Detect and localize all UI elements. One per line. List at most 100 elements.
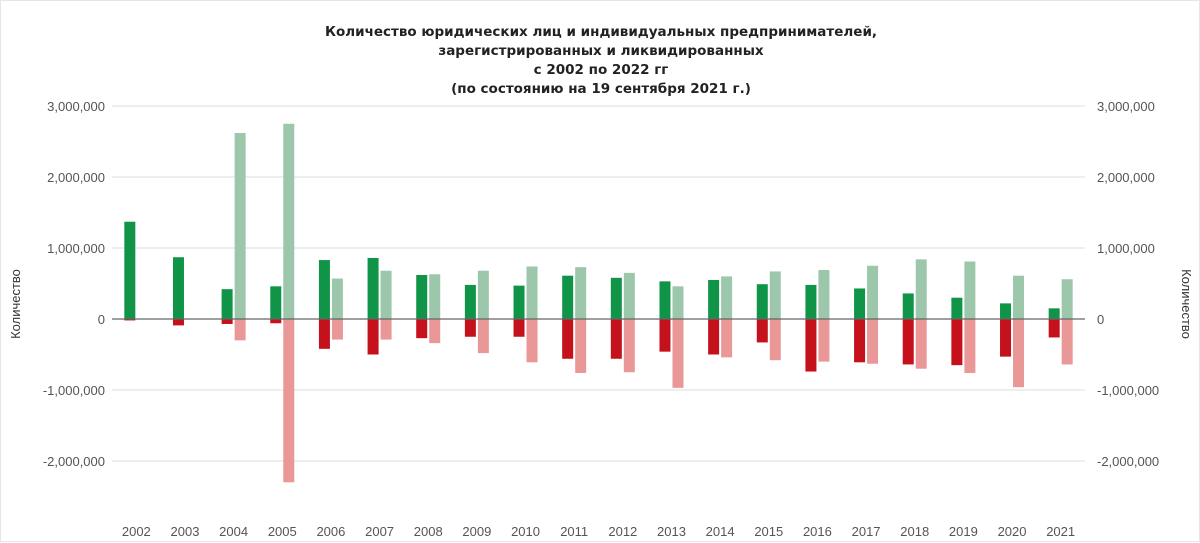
bar-2016-series-1: [805, 284, 817, 319]
bar-2021-series-2: [1048, 319, 1060, 338]
y-tick-label-right: 0: [1097, 312, 1104, 327]
chart-title-line-2: зарегистрированных и ликвидированных: [438, 43, 764, 59]
bar-2006-series-4: [331, 319, 343, 340]
bar-2014-series-1: [708, 279, 720, 319]
bar-2018-series-3: [915, 259, 927, 319]
bar-2010-series-1: [513, 285, 525, 319]
x-tick-label: 2021: [1046, 524, 1075, 539]
y-tick-label-left: 0: [98, 312, 105, 327]
chart-title-line-4: (по состоянию на 19 сентября 2021 г.): [451, 81, 751, 97]
bar-2017-series-4: [867, 319, 879, 364]
bar-2011-series-3: [575, 267, 587, 319]
y-tick-label-left: 1,000,000: [47, 241, 105, 256]
bar-2009-series-4: [477, 319, 489, 354]
bar-2016-series-2: [805, 319, 817, 372]
bar-2019-series-2: [951, 319, 963, 366]
y-axis-label-left: Количество: [8, 269, 23, 339]
bar-2013-series-2: [659, 319, 671, 352]
bar-2009-series-1: [464, 284, 476, 319]
bar-2005-series-2: [270, 319, 282, 324]
bar-2020-series-1: [1000, 303, 1012, 319]
y-tick-label-right: 2,000,000: [1097, 170, 1155, 185]
bar-2005-series-1: [270, 286, 282, 319]
bar-2019-series-3: [964, 261, 976, 319]
x-tick-label: 2013: [657, 524, 686, 539]
bar-2010-series-3: [526, 266, 538, 319]
chart-title-line-1: Количество юридических лиц и индивидуаль…: [324, 24, 878, 40]
x-tick-label: 2009: [462, 524, 491, 539]
bar-2009-series-3: [477, 270, 489, 319]
bar-2017-series-2: [854, 319, 866, 363]
bar-2012-series-4: [623, 319, 635, 373]
bar-2008-series-1: [416, 274, 428, 319]
y-axis-label-right: Количество: [1179, 269, 1194, 339]
x-tick-label: 2005: [268, 524, 297, 539]
bar-2012-series-1: [610, 277, 622, 319]
bar-2007-series-4: [380, 319, 392, 340]
x-tick-label: 2020: [998, 524, 1027, 539]
bar-2018-series-1: [902, 293, 914, 319]
bar-2003-series-2: [172, 319, 184, 326]
bar-2004-series-2: [221, 319, 233, 324]
bar-2007-series-2: [367, 319, 379, 355]
bar-2014-series-2: [708, 319, 720, 355]
bar-2016-series-3: [818, 270, 830, 319]
bar-2006-series-2: [318, 319, 330, 349]
bar-2011-series-1: [562, 275, 574, 319]
bar-2012-series-3: [623, 272, 635, 319]
x-tick-label: 2017: [852, 524, 881, 539]
y-tick-label-left: -1,000,000: [43, 383, 105, 398]
bar-2007-series-1: [367, 257, 379, 319]
y-tick-label-right: -1,000,000: [1097, 383, 1159, 398]
bar-2013-series-4: [672, 319, 684, 388]
x-tick-label: 2018: [900, 524, 929, 539]
y-tick-label-right: 3,000,000: [1097, 99, 1155, 114]
bar-2013-series-1: [659, 281, 671, 319]
bar-2019-series-4: [964, 319, 976, 373]
x-tick-label: 2019: [949, 524, 978, 539]
x-tick-label: 2012: [608, 524, 637, 539]
bar-2018-series-4: [915, 319, 927, 369]
bar-2015-series-4: [769, 319, 781, 361]
bar-2008-series-3: [429, 274, 441, 319]
bar-2020-series-3: [1013, 275, 1025, 319]
bar-2011-series-4: [575, 319, 587, 373]
bar-2021-series-3: [1061, 279, 1073, 319]
x-tick-label: 2014: [706, 524, 735, 539]
bar-2006-series-1: [318, 260, 330, 319]
y-tick-label-left: -2,000,000: [43, 454, 105, 469]
bar-2013-series-3: [672, 286, 684, 319]
bar-2017-series-1: [854, 288, 866, 319]
bar-2005-series-4: [283, 319, 295, 483]
bar-2003-series-1: [172, 257, 184, 319]
bar-2018-series-2: [902, 319, 914, 365]
bars: [124, 123, 1073, 483]
bar-2008-series-2: [416, 319, 428, 339]
bar-2004-series-3: [234, 132, 246, 319]
bar-2015-series-1: [756, 284, 768, 319]
y-tick-label-left: 2,000,000: [47, 170, 105, 185]
bar-2006-series-3: [331, 278, 343, 319]
gridlines: [112, 105, 1085, 462]
bar-2014-series-3: [721, 276, 733, 319]
y-tick-label-left: 3,000,000: [47, 99, 105, 114]
bar-2020-series-2: [1000, 319, 1012, 357]
x-tick-label: 2003: [171, 524, 200, 539]
bar-2021-series-1: [1048, 308, 1060, 319]
bar-2005-series-3: [283, 123, 295, 319]
x-tick-label: 2004: [219, 524, 248, 539]
bar-2002-series-2: [124, 319, 136, 321]
bar-2015-series-3: [769, 271, 781, 319]
bar-2007-series-3: [380, 270, 392, 319]
bar-2014-series-4: [721, 319, 733, 358]
bar-2020-series-4: [1013, 319, 1025, 388]
x-tick-label: 2002: [122, 524, 151, 539]
bar-2010-series-2: [513, 319, 525, 337]
x-tick-label: 2010: [511, 524, 540, 539]
bar-2011-series-2: [562, 319, 574, 359]
y-tick-label-right: -2,000,000: [1097, 454, 1159, 469]
bar-2004-series-4: [234, 319, 246, 341]
x-tick-label: 2015: [754, 524, 783, 539]
bar-2019-series-1: [951, 297, 963, 319]
